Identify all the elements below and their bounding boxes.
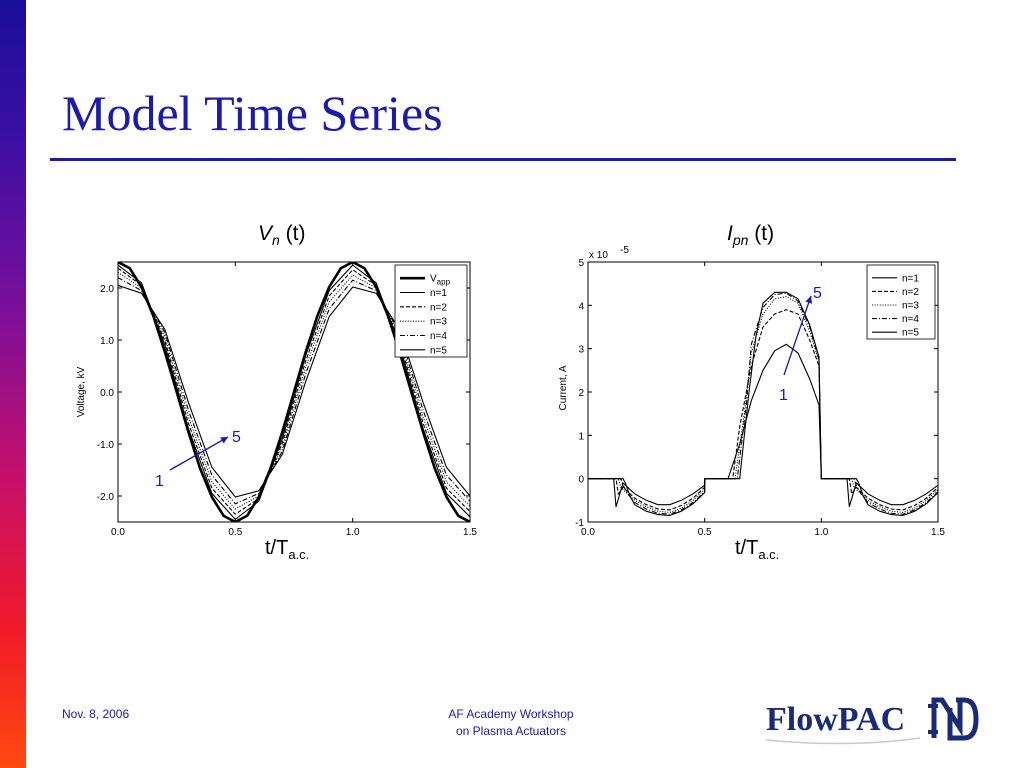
y-tick-label: -1.0 bbox=[97, 440, 115, 451]
legend-label: n=5 bbox=[902, 328, 919, 339]
y-tick-label: 2 bbox=[578, 388, 584, 399]
chart2-xlabel-sub: a.c. bbox=[758, 547, 780, 562]
y-tick-label: -1 bbox=[575, 518, 584, 529]
y-tick-label: 2.0 bbox=[100, 284, 114, 295]
chart1-xlabel: t/Ta.c. bbox=[265, 537, 309, 562]
series-line-0-1 bbox=[118, 264, 470, 521]
x-tick-label: 0.0 bbox=[581, 527, 595, 538]
x-tick-label: 1.0 bbox=[814, 527, 828, 538]
chart2-title: Ipn (t) bbox=[727, 222, 774, 248]
y-scale-label: x 10 bbox=[589, 250, 608, 261]
y-scale-exponent: -5 bbox=[620, 245, 629, 256]
footer-event: AF Academy Workshop on Plasma Actuators bbox=[405, 706, 617, 740]
annotation-end-label: 5 bbox=[813, 285, 822, 302]
legend-label: n=4 bbox=[430, 331, 447, 342]
x-tick-label: 1.5 bbox=[463, 527, 477, 538]
series-line-1-4 bbox=[588, 291, 938, 517]
y-axis-label: Voltage, kV bbox=[76, 366, 87, 417]
legend-label: n=2 bbox=[430, 302, 447, 313]
legend-box bbox=[394, 264, 468, 358]
y-tick-label: 1 bbox=[578, 431, 584, 442]
chart1-title: Vn (t) bbox=[258, 222, 305, 248]
x-tick-label: 1.5 bbox=[931, 527, 945, 538]
sidebar-gradient bbox=[0, 0, 26, 768]
legend-label: n=1 bbox=[430, 288, 447, 299]
nd-monogram-icon bbox=[928, 697, 979, 741]
flowpac-logo-text: FlowPAC bbox=[766, 701, 905, 738]
chart2-title-rest: (t) bbox=[754, 222, 775, 245]
chart1-title-symbol: V bbox=[258, 222, 273, 245]
chart2-title-sub: pn bbox=[732, 232, 749, 249]
voltage-chart: 0.0 0.5 1.0 1.5 2.0 1.0 0.0 -1.0 -2.0 Voltage, kV… bbox=[76, 261, 477, 538]
series-line-1-2 bbox=[588, 296, 938, 514]
x-tick-label: 1.0 bbox=[346, 527, 360, 538]
annotation-end-label: 5 bbox=[232, 429, 241, 446]
x-tick-label: 0.5 bbox=[698, 527, 712, 538]
legend-label: Vapp bbox=[430, 274, 451, 287]
slide-title: Model Time Series bbox=[62, 85, 443, 141]
y-tick-label: 4 bbox=[578, 301, 584, 312]
y-tick-label: 1.0 bbox=[100, 336, 114, 347]
annotation-start-label: 1 bbox=[779, 387, 788, 404]
y-tick-label: -2.0 bbox=[97, 492, 115, 503]
flowpac-logo: FlowPAC bbox=[765, 697, 979, 745]
y-tick-label: 0 bbox=[578, 475, 584, 486]
legend-label: n=3 bbox=[902, 301, 919, 312]
y-tick-label: 3 bbox=[578, 345, 584, 356]
annotation-arrowhead bbox=[220, 437, 228, 444]
series-line-0-2 bbox=[118, 267, 470, 515]
chart2-xlabel: t/Ta.c. bbox=[735, 537, 779, 562]
series-line-0-5 bbox=[118, 284, 470, 498]
legend-label: n=1 bbox=[902, 273, 919, 284]
logo-swoosh bbox=[765, 737, 921, 745]
title-rule bbox=[50, 158, 956, 161]
footer-date: Nov. 8, 2006 bbox=[62, 707, 130, 721]
legend-label: n=3 bbox=[430, 317, 447, 328]
chart1-xlabel-main: t/T bbox=[265, 537, 289, 559]
footer-event-line1: AF Academy Workshop bbox=[448, 707, 574, 721]
annotation-start-label: 1 bbox=[155, 473, 164, 490]
chart1-xlabel-sub: a.c. bbox=[288, 547, 310, 562]
footer-event-line2: on Plasma Actuators bbox=[455, 724, 567, 738]
series-line-0-3 bbox=[118, 271, 470, 510]
annotation-arrow bbox=[783, 295, 812, 376]
series-line-0-0 bbox=[118, 262, 470, 522]
legend-label: n=4 bbox=[902, 314, 919, 325]
current-chart: 0.0 0.5 1.0 1.5 5 4 3 2 1 0 -1 Current, A x 10 -5 n=1 n… bbox=[558, 245, 945, 538]
series-line-1-0 bbox=[588, 343, 938, 507]
series-line-0-4 bbox=[118, 277, 470, 505]
legend-label-sub: app bbox=[437, 278, 451, 287]
annotation-arrow bbox=[169, 436, 229, 471]
legend-label: n=5 bbox=[430, 345, 447, 356]
x-tick-label: 0.5 bbox=[228, 527, 242, 538]
legend-box bbox=[866, 264, 936, 340]
series-line-1-1 bbox=[588, 309, 938, 511]
y-tick-label: 5 bbox=[578, 258, 584, 269]
series-line-1-3 bbox=[588, 292, 938, 515]
chart2-xlabel-main: t/T bbox=[735, 537, 759, 559]
legend-label: n=2 bbox=[902, 287, 919, 298]
annotation-arrowhead bbox=[805, 296, 813, 304]
chart2-title-symbol: I bbox=[727, 222, 733, 245]
y-tick-label: 0.0 bbox=[100, 388, 114, 399]
x-tick-label: 0.0 bbox=[111, 527, 125, 538]
y-axis-label: Current, A bbox=[558, 365, 569, 410]
chart1-title-sub: n bbox=[272, 232, 280, 249]
chart1-title-rest: (t) bbox=[285, 222, 306, 245]
